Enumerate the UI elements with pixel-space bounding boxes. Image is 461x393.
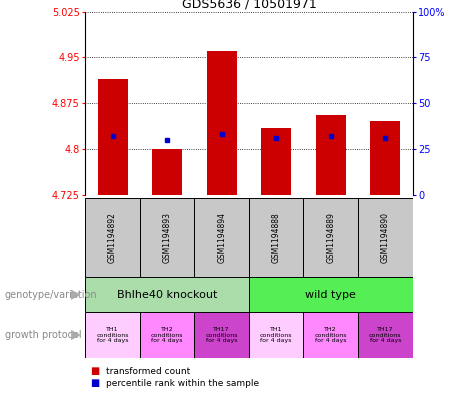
Bar [152, 149, 182, 195]
Bar [316, 115, 346, 195]
Bar [303, 312, 358, 358]
Bar [358, 198, 413, 277]
Polygon shape [71, 330, 81, 340]
Text: wild type: wild type [305, 290, 356, 300]
Bar [249, 198, 303, 277]
Bar [140, 312, 195, 358]
Text: ■: ■ [90, 366, 99, 376]
Text: growth protocol: growth protocol [5, 330, 81, 340]
Text: genotype/variation: genotype/variation [5, 290, 97, 300]
Bar [195, 312, 249, 358]
Bar [358, 312, 413, 358]
Bar [261, 127, 291, 195]
Bar [85, 312, 140, 358]
Text: GSM1194894: GSM1194894 [217, 212, 226, 263]
Text: GSM1194890: GSM1194890 [381, 212, 390, 263]
Bar [249, 277, 413, 312]
Bar [303, 198, 358, 277]
Bar [140, 198, 195, 277]
Text: GSM1194893: GSM1194893 [163, 212, 171, 263]
Bar [98, 79, 128, 195]
Bar [85, 277, 249, 312]
Text: GSM1194889: GSM1194889 [326, 212, 335, 263]
Bar [249, 312, 303, 358]
Bar [370, 121, 400, 195]
Polygon shape [71, 290, 81, 300]
Text: TH2
conditions
for 4 days: TH2 conditions for 4 days [151, 327, 183, 343]
Text: TH17
conditions
for 4 days: TH17 conditions for 4 days [369, 327, 402, 343]
Text: TH17
conditions
for 4 days: TH17 conditions for 4 days [206, 327, 238, 343]
Text: ■: ■ [90, 378, 99, 388]
Text: percentile rank within the sample: percentile rank within the sample [106, 378, 259, 387]
Bar [85, 198, 140, 277]
Text: transformed count: transformed count [106, 367, 190, 376]
Bar [195, 198, 249, 277]
Bar [207, 51, 236, 195]
Title: GDS5636 / 10501971: GDS5636 / 10501971 [182, 0, 316, 11]
Text: GSM1194888: GSM1194888 [272, 212, 281, 263]
Text: TH1
conditions
for 4 days: TH1 conditions for 4 days [96, 327, 129, 343]
Text: GSM1194892: GSM1194892 [108, 212, 117, 263]
Text: Bhlhe40 knockout: Bhlhe40 knockout [117, 290, 217, 300]
Text: TH2
conditions
for 4 days: TH2 conditions for 4 days [314, 327, 347, 343]
Text: TH1
conditions
for 4 days: TH1 conditions for 4 days [260, 327, 292, 343]
